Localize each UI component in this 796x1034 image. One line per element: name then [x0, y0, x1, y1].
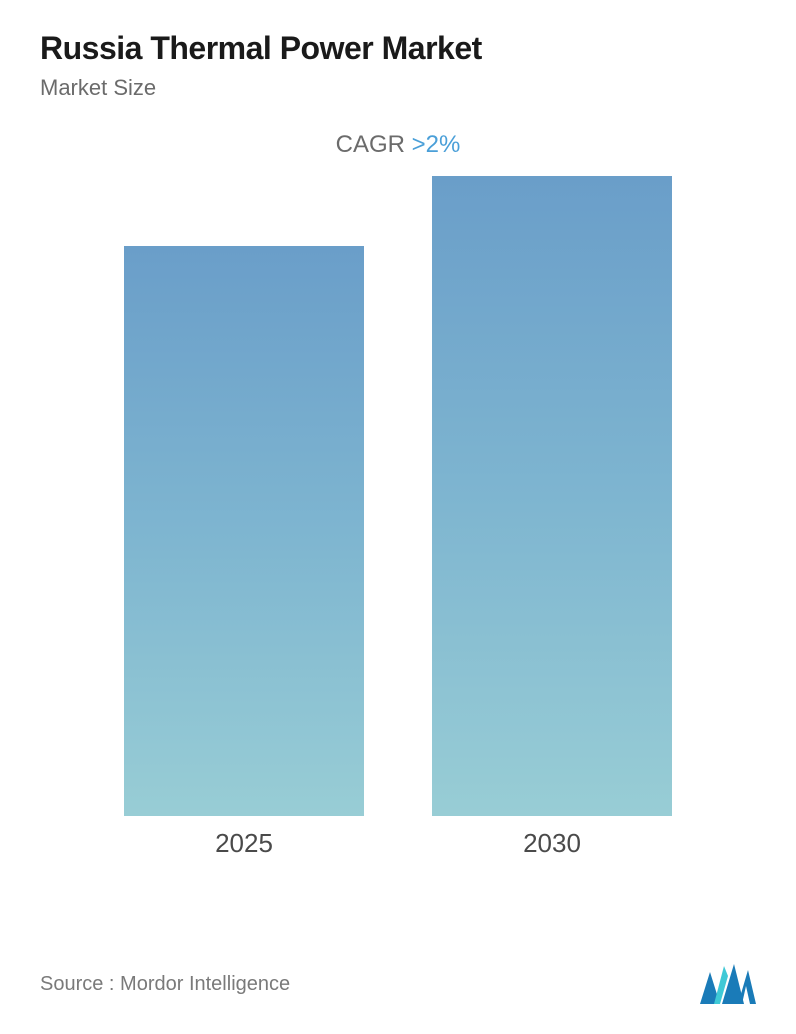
bar-group-2025: 2025: [119, 246, 369, 859]
bar-label-2025: 2025: [215, 828, 273, 859]
cagr-value: >2%: [412, 131, 461, 158]
cagr-label: CAGR: [336, 131, 412, 158]
mordor-logo-icon: [700, 964, 756, 1004]
bar-2030: [432, 176, 672, 816]
footer: Source : Mordor Intelligence: [40, 964, 756, 1004]
page-title: Russia Thermal Power Market: [40, 30, 756, 67]
source-text: Source : Mordor Intelligence: [40, 973, 290, 996]
page-subtitle: Market Size: [40, 75, 756, 101]
bar-label-2030: 2030: [523, 828, 581, 859]
bar-group-2030: 2030: [427, 176, 677, 859]
cagr-display: CAGR >2%: [40, 131, 756, 159]
bar-chart: 2025 2030: [40, 209, 756, 859]
bar-2025: [124, 246, 364, 816]
